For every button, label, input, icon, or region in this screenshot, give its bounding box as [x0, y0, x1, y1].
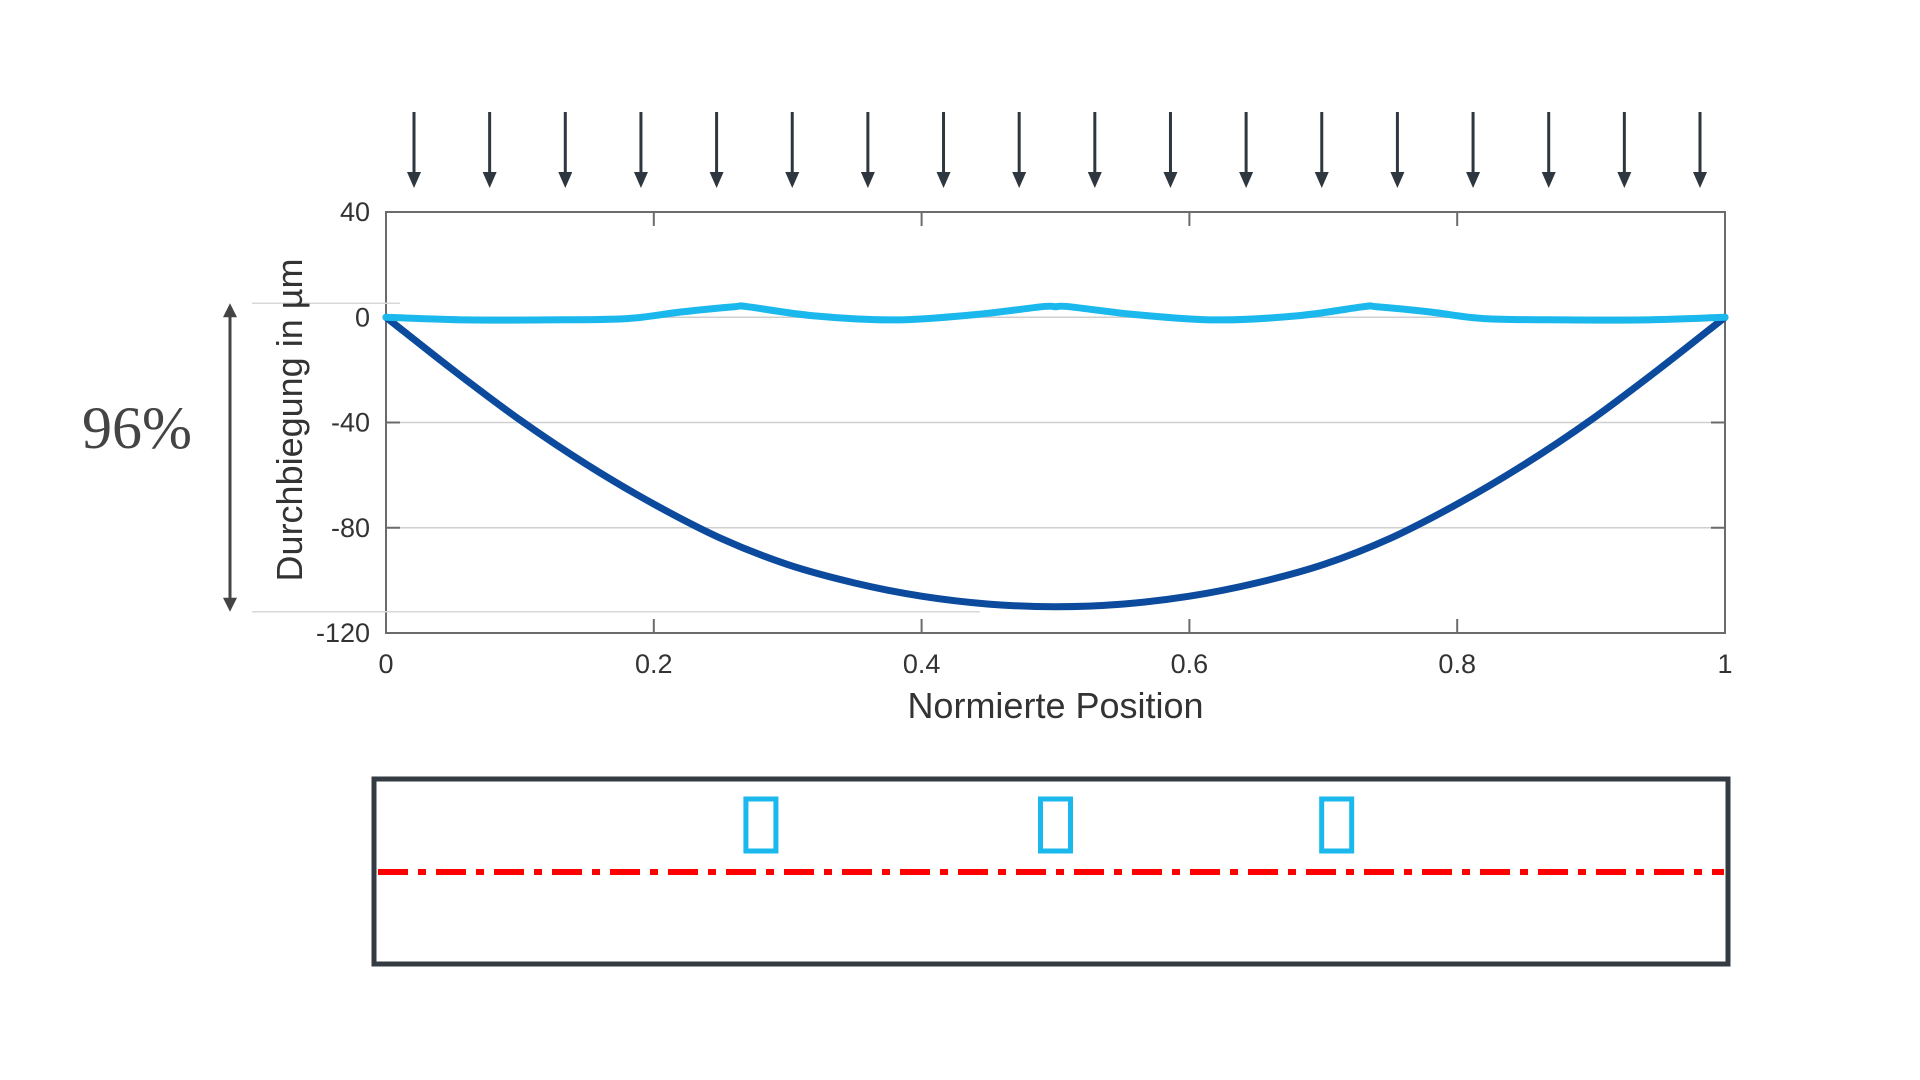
x-tick-label: 0.6: [1171, 649, 1209, 679]
annotation-arrow-head-top: [223, 303, 237, 318]
percent-label: 96%: [82, 395, 192, 461]
y-tick-label: 40: [340, 197, 370, 227]
x-tick-label: 0: [378, 649, 393, 679]
plot-area: 40 0 -40 -80 -120 0 0.2 0.4 0.6 0.8 1: [316, 197, 1733, 679]
load-arrow-head: [1693, 172, 1707, 188]
load-arrow-head: [785, 172, 800, 188]
load-arrow-head: [1012, 172, 1027, 188]
load-arrow-head: [407, 172, 421, 188]
percent-annotation: 96%: [82, 302, 980, 613]
load-arrow-head: [633, 172, 648, 188]
annotation-arrow-head-bottom: [223, 597, 237, 612]
y-tick-label: -120: [316, 618, 370, 648]
support-marker: [1038, 796, 1073, 854]
y-tick-label: -40: [331, 408, 370, 438]
x-tick-label: 0.4: [903, 649, 941, 679]
load-arrow-head: [1466, 172, 1481, 188]
y-tick-label: -80: [331, 513, 370, 543]
load-arrow-head: [936, 172, 951, 188]
support-marker: [743, 796, 779, 854]
load-arrow-head: [1087, 172, 1102, 188]
load-arrow-head: [709, 172, 724, 188]
x-tick-label: 0.2: [635, 649, 673, 679]
load-arrow-head: [1314, 172, 1329, 188]
load-arrow-head: [1617, 172, 1632, 188]
load-arrows: [407, 112, 1707, 188]
beam-diagram: [371, 776, 1731, 967]
y-tick-label: 0: [355, 302, 370, 332]
series-line-2: [382, 302, 1729, 324]
load-arrow-head: [558, 172, 573, 188]
x-tick-label: 1: [1717, 649, 1732, 679]
support-marker: [1319, 796, 1355, 854]
series-line-1: [382, 313, 1729, 611]
load-arrow-head: [1163, 172, 1178, 188]
load-arrow-head: [860, 172, 875, 188]
y-axis-title: Durchbiegung in µm: [269, 259, 310, 582]
load-arrow-head: [1390, 172, 1405, 188]
x-axis-title: Normierte Position: [907, 685, 1203, 726]
load-arrow-head: [1239, 172, 1254, 188]
x-tick-label: 0.8: [1438, 649, 1476, 679]
load-arrow-head: [1541, 172, 1556, 188]
load-arrow-head: [482, 172, 497, 188]
plot-frame: [385, 211, 1726, 634]
